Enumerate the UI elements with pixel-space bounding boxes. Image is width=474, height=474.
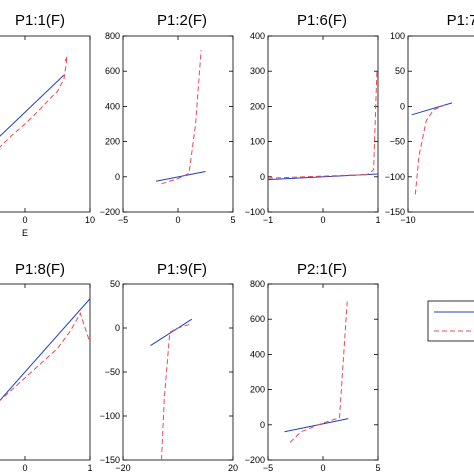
- axes-frame: [267, 35, 379, 213]
- y-tick-label: 400: [105, 101, 120, 111]
- subplot-5: P1:8(F) 0 1: [0, 261, 93, 473]
- series-line-dashed: [289, 301, 348, 443]
- x-tick-label: −1: [263, 215, 273, 225]
- y-tick-label: 800: [105, 31, 120, 41]
- x-tick-label: −5: [263, 463, 273, 473]
- y-tick-label: 400: [250, 31, 265, 41]
- subplot-title: P1:1(F): [15, 12, 65, 29]
- x-tick-label: 0: [22, 463, 27, 473]
- series-line-dashed: [161, 50, 202, 185]
- subplot-4: P1:7 −10−150 −100 −50 0 50 100: [385, 12, 474, 225]
- plot-area: [411, 102, 453, 195]
- y-tick-label: 0: [260, 172, 265, 182]
- axes-frame: [0, 35, 91, 213]
- x-tick-label: 0: [22, 215, 27, 225]
- y-tick-label: 50: [110, 279, 120, 289]
- y-tick-label: 200: [250, 385, 265, 395]
- series-line-solid: [268, 173, 378, 181]
- plot-area: [155, 50, 206, 185]
- axes-frame: [267, 283, 379, 461]
- y-tick-label: 0: [260, 420, 265, 430]
- x-tick-label: −10: [400, 215, 415, 225]
- series-line-dashed: [0, 312, 90, 402]
- subplot-title: P1:7: [447, 12, 474, 29]
- series-line-dashed: [161, 323, 192, 460]
- y-tick-label: −150: [385, 207, 405, 217]
- series-line-solid: [411, 102, 453, 116]
- legend: [427, 300, 474, 342]
- x-tick-label: 1: [87, 463, 92, 473]
- y-tick-label: 800: [250, 279, 265, 289]
- x-tick-label: −5: [118, 215, 128, 225]
- x-tick-label: 0: [320, 463, 325, 473]
- x-tick-label: 0: [320, 215, 325, 225]
- series-line-solid: [150, 318, 193, 347]
- subplot-title: P1:2(F): [157, 12, 207, 29]
- series-line-solid: [155, 171, 206, 182]
- plot-area: [268, 71, 378, 181]
- series-line-dashed: [268, 71, 378, 179]
- subplot-title: P2:1(F): [297, 261, 347, 278]
- x-tick-label: 20: [228, 463, 238, 473]
- y-tick-label: −100: [385, 172, 405, 182]
- subplot-title: P1:6(F): [297, 12, 347, 29]
- y-tick-label: 600: [105, 66, 120, 76]
- y-tick-label: −100: [245, 207, 265, 217]
- plot-area: [284, 301, 349, 443]
- y-tick-label: −100: [100, 411, 120, 421]
- x-axis-label: E: [22, 228, 28, 238]
- y-tick-label: −50: [390, 137, 405, 147]
- axes-frame: [0, 283, 91, 461]
- subplot-6: P1:9(F) −20 20 −150 −100 −50 0 50: [100, 261, 238, 473]
- subplot-title: P1:8(F): [15, 261, 65, 278]
- x-tick-label: 10: [85, 215, 95, 225]
- x-tick-label: 0: [175, 215, 180, 225]
- y-tick-label: −200: [100, 207, 120, 217]
- subplot-2: P1:2(F) −5 0 5 −200 0 200 400 600 800: [100, 12, 236, 225]
- y-tick-label: 400: [250, 349, 265, 359]
- axes-frame: [122, 283, 234, 461]
- y-tick-label: 100: [250, 137, 265, 147]
- series-line-dashed: [0, 55, 68, 148]
- subplot-title: P1:9(F): [157, 261, 207, 278]
- y-tick-label: 0: [115, 323, 120, 333]
- x-tick-label: 5: [230, 215, 235, 225]
- y-tick-label: 100: [390, 31, 405, 41]
- plot-area: [0, 298, 90, 402]
- y-tick-label: −150: [100, 455, 120, 465]
- y-tick-label: 200: [250, 101, 265, 111]
- axes-frame: [122, 35, 234, 213]
- plot-area: [150, 318, 193, 460]
- y-tick-label: 0: [400, 101, 405, 111]
- x-tick-label: 1: [375, 215, 380, 225]
- subplot-1: P1:1(F) 0 10 E: [0, 12, 95, 238]
- series-line-solid: [0, 74, 65, 137]
- y-tick-label: −50: [105, 367, 120, 377]
- y-tick-label: 0: [115, 172, 120, 182]
- x-tick-label: −20: [115, 463, 130, 473]
- y-tick-label: 600: [250, 314, 265, 324]
- y-tick-label: 300: [250, 66, 265, 76]
- subplot-3: P1:6(F) −1 0 1 −100 0 100 200 300 400: [245, 12, 381, 225]
- y-tick-label: 50: [395, 66, 405, 76]
- plot-area: [0, 55, 68, 148]
- y-tick-label: 200: [105, 137, 120, 147]
- axes-frame: [407, 35, 474, 213]
- y-tick-label: −200: [245, 455, 265, 465]
- x-tick-label: 5: [375, 463, 380, 473]
- series-line-solid: [0, 298, 90, 401]
- legend-frame: [427, 300, 474, 342]
- series-line-dashed: [414, 104, 445, 195]
- subplot-7: P2:1(F) −5 0 5 −200 0 200 400 600 800: [245, 261, 381, 473]
